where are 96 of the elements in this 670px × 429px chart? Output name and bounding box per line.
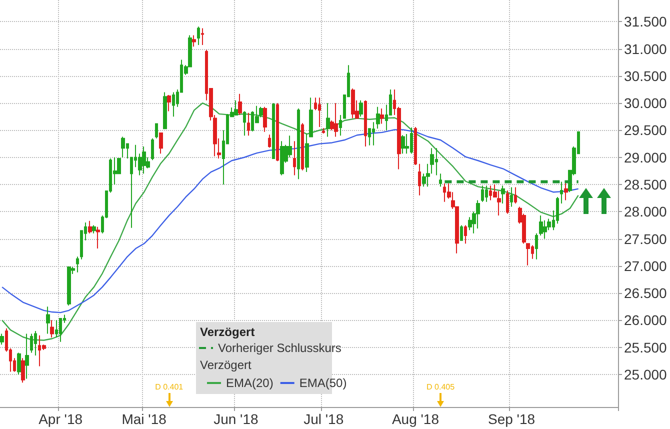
y-tick-label: 27.000 (624, 258, 668, 274)
y-tick-label: 28.500 (624, 176, 668, 193)
candlestick (280, 140, 284, 176)
candlestick (485, 185, 488, 202)
candlestick (481, 185, 484, 202)
y-tick-label: 30.500 (624, 68, 668, 84)
candlestick (372, 122, 375, 146)
candlestick (322, 128, 325, 134)
candlestick (464, 224, 467, 244)
candlestick (401, 134, 405, 154)
candlestick (197, 26, 200, 46)
candlestick (17, 352, 21, 375)
candlestick (439, 173, 442, 188)
candlestick (506, 190, 509, 214)
candlestick (50, 320, 54, 338)
y-tick-label: 30.000 (624, 95, 668, 112)
y-tick-label: 27.500 (624, 230, 668, 247)
candlestick (272, 102, 275, 159)
y-tick-label: 29.500 (624, 122, 668, 138)
candlestick (247, 112, 250, 136)
candlestick (59, 318, 62, 342)
candlestick (309, 97, 313, 138)
candlestick (326, 102, 330, 138)
x-tick-label: Jun '18 (214, 411, 258, 427)
candlestick (380, 108, 384, 124)
y-tick-label: 26.000 (624, 312, 668, 328)
y-tick-label: 25.000 (624, 366, 668, 382)
annotation: D 0.401 (155, 382, 184, 392)
candlestick (34, 330, 37, 356)
candlestick (142, 146, 146, 174)
candlestick (151, 138, 154, 161)
candlestick (92, 224, 96, 234)
candlestick (334, 102, 338, 138)
candlestick (46, 306, 50, 334)
candlestick (535, 232, 538, 260)
candlestick (526, 243, 530, 266)
candlestick (301, 122, 304, 171)
candlestick (76, 256, 79, 273)
x-tick-label: Apr '18 (38, 411, 83, 427)
candlestick (414, 126, 417, 166)
candlestick (305, 132, 309, 173)
candlestick (418, 163, 421, 196)
candlestick (67, 266, 71, 306)
candlestick (351, 88, 355, 119)
candlestick (276, 102, 279, 162)
legend-label: EMA(50) (299, 376, 347, 390)
candlestick (268, 134, 271, 148)
candlestick (163, 92, 167, 130)
candlestick (543, 220, 547, 240)
candlestick (359, 100, 363, 118)
candlestick (539, 214, 543, 236)
annotation: Verzögert (200, 358, 252, 372)
candlestick (88, 220, 92, 234)
candlestick (460, 224, 463, 241)
candlestick (238, 93, 242, 116)
candlestick (155, 123, 158, 139)
legend-label: EMA(20) (226, 376, 274, 390)
candlestick (263, 106, 267, 132)
candlestick (159, 132, 163, 154)
annotation: D 0.405 (426, 382, 456, 392)
candlestick (234, 100, 238, 116)
candlestick (121, 136, 125, 158)
candlestick (297, 108, 300, 180)
candlestick (201, 28, 204, 46)
candlestick (293, 140, 296, 176)
x-tick-label: Jul '18 (304, 411, 344, 427)
candlestick (21, 358, 25, 384)
y-tick-label: 29.000 (624, 149, 668, 166)
candlestick (30, 333, 33, 354)
candlestick (172, 92, 175, 118)
y-tick-label: 31.000 (624, 40, 668, 57)
legend-label: Vorheriger Schlusskurs (218, 341, 342, 355)
candlestick (318, 97, 321, 128)
candlestick (55, 320, 58, 338)
candlestick (167, 94, 171, 112)
candlestick (25, 333, 29, 380)
candlestick (243, 110, 246, 136)
candlestick (560, 181, 563, 204)
candlestick (192, 34, 196, 48)
y-tick-label: 26.500 (624, 285, 668, 302)
y-tick-label: 31.500 (624, 14, 668, 30)
candlestick (96, 226, 100, 250)
y-tick-label: 25.500 (624, 339, 668, 356)
candlestick (0, 333, 4, 346)
candlestick (376, 106, 380, 130)
y-tick-label: 28.000 (624, 204, 668, 220)
x-tick-label: Aug '18 (392, 411, 440, 427)
candlestick (501, 185, 505, 204)
candlestick (564, 181, 568, 201)
x-tick-label: Sep '18 (488, 411, 536, 427)
legend-title: Verzögert (200, 325, 255, 339)
x-tick-label: Mai '18 (122, 411, 167, 427)
candlestick (364, 100, 367, 148)
candlestick (510, 186, 513, 208)
candlestick (514, 186, 517, 204)
candlestick (339, 114, 342, 136)
